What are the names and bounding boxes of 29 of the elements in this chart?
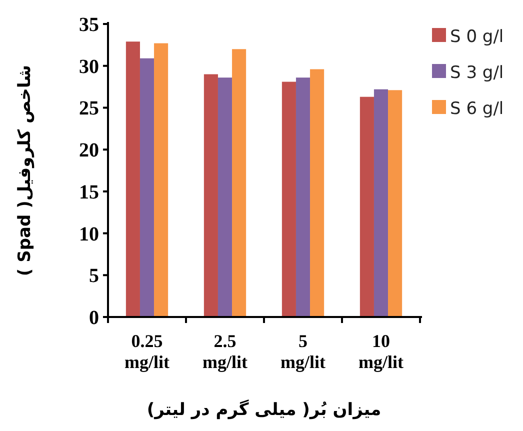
bar [154, 43, 168, 317]
bar [232, 49, 246, 317]
y-tick-label: 0 [89, 307, 99, 329]
bar [388, 90, 402, 317]
bar [126, 42, 140, 317]
x-tick-label: 0.25 mg/lit [124, 331, 170, 372]
legend-label: S 3 g/l [450, 63, 504, 83]
x-tick-label: 10 mg/lit [358, 331, 404, 372]
bar [218, 78, 232, 317]
bar [296, 78, 310, 317]
legend-label: S 6 g/l [450, 99, 504, 119]
x-tick-label: 2.5 mg/lit [202, 331, 248, 372]
y-tick-label: 5 [89, 265, 99, 288]
y-tick-label: 35 [79, 14, 99, 36]
x-axis-title: میزان بُر( میلی گرم در لیتر) [146, 399, 382, 420]
legend-label: S 0 g/l [450, 27, 504, 47]
bar [310, 69, 324, 317]
y-tick-label: 25 [79, 98, 99, 120]
y-tick-label: 15 [79, 181, 99, 204]
bar [282, 82, 296, 317]
y-axis-title: شاخص کلروفیل( Spad ) [15, 64, 35, 276]
y-tick-label: 10 [79, 223, 99, 246]
x-tick-label: 5 mg/lit [280, 331, 326, 372]
bar [140, 58, 154, 317]
bar [204, 74, 218, 317]
bar [360, 96, 374, 317]
bar [374, 89, 388, 317]
y-tick-label: 30 [79, 56, 99, 78]
y-tick-label: 20 [79, 140, 99, 162]
